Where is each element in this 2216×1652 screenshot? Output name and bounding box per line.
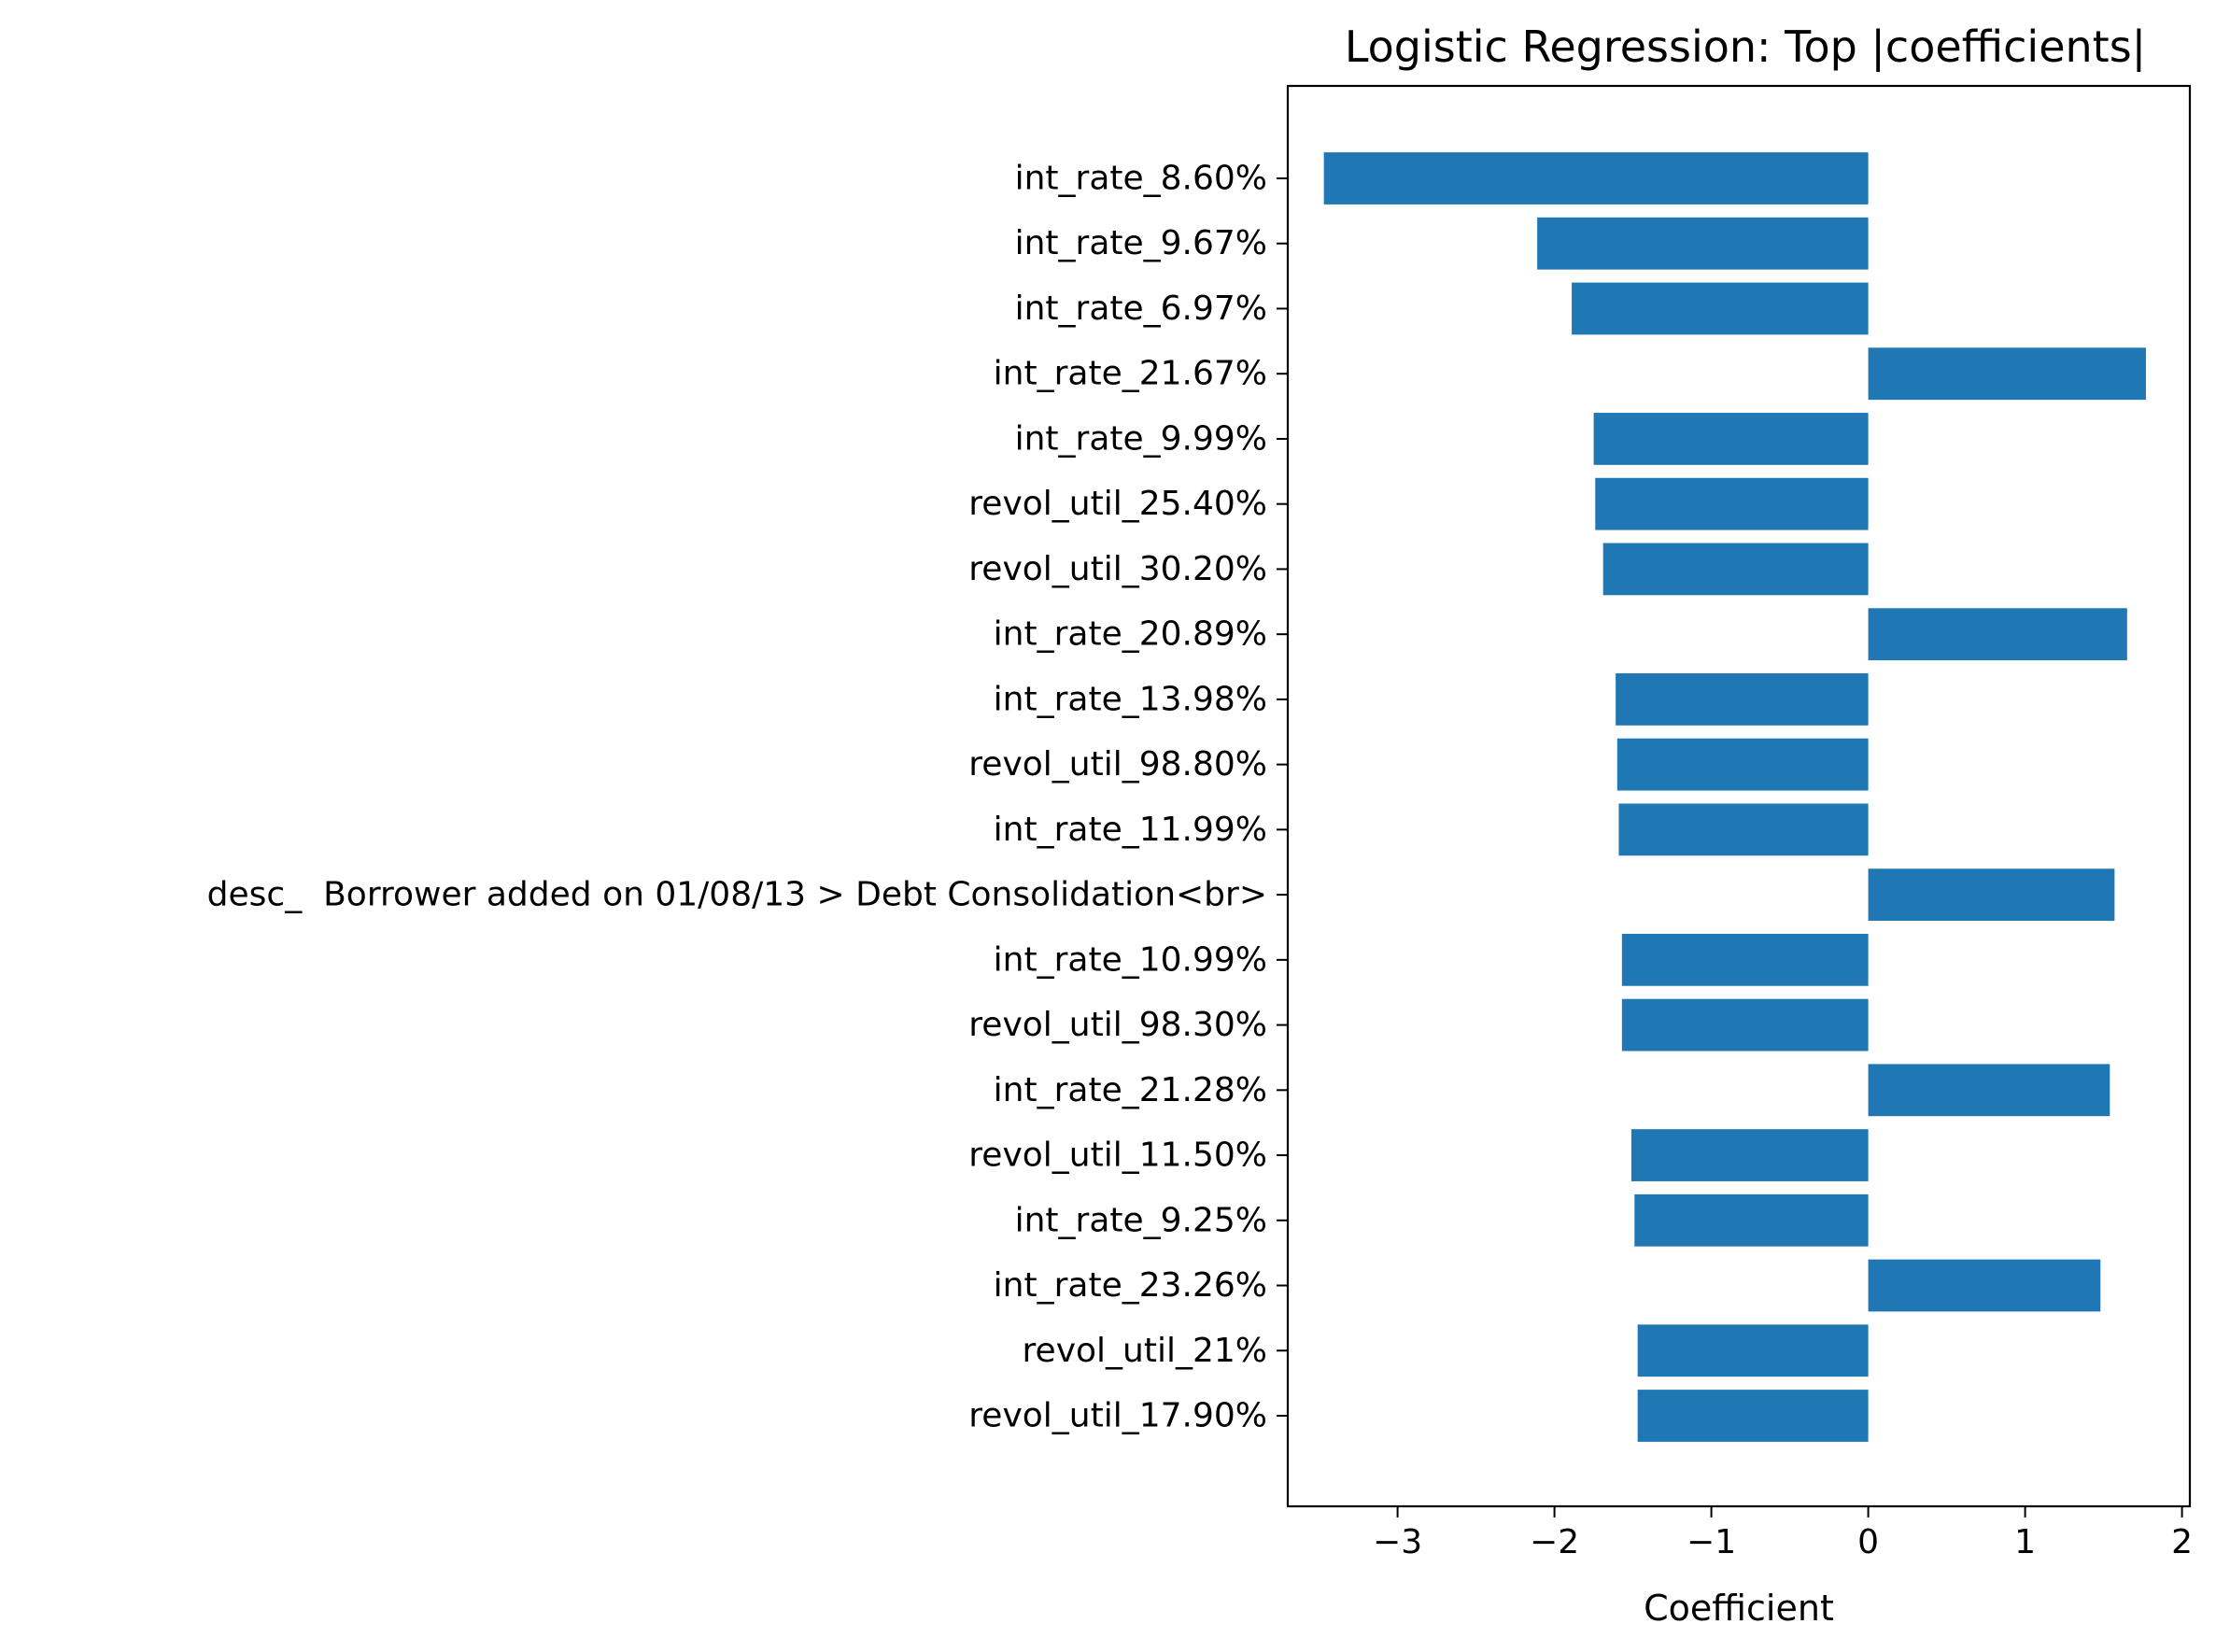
bar	[1868, 347, 2146, 401]
bar	[1616, 738, 1869, 791]
y-tick-label: int_rate_11.99%	[994, 811, 1267, 849]
bar	[1868, 608, 2127, 661]
x-axis: −3 −2 −1 0 1 2	[1373, 1506, 2193, 1561]
bar	[1618, 803, 1869, 856]
y-tick-label: int_rate_8.60%	[1015, 160, 1267, 198]
y-tick-label: int_rate_23.26%	[994, 1266, 1267, 1305]
bar	[1621, 998, 1869, 1052]
bar	[1537, 217, 1869, 270]
y-tick-label: int_rate_13.98%	[994, 680, 1267, 718]
y-axis: int_rate_8.60% int_rate_9.67% int_rate_6.9…	[207, 160, 1288, 1435]
plot-frame	[1286, 84, 2192, 1508]
y-tick-label: int_rate_21.67%	[994, 355, 1267, 393]
bar	[1616, 673, 1869, 726]
bar	[1602, 543, 1869, 596]
chart-title: Logistic Regression: Top |coefficients|	[1345, 21, 2146, 73]
bar	[1634, 1193, 1869, 1247]
y-tick-label: revol_util_25.40%	[968, 485, 1267, 523]
bar	[1630, 1129, 1869, 1181]
y-tick-label: int_rate_9.67%	[1015, 224, 1267, 262]
y-tick-label: revol_util_98.30%	[968, 1006, 1267, 1044]
bar	[1868, 1064, 2110, 1117]
bar	[1637, 1390, 1869, 1442]
y-tick-label: int_rate_20.89%	[994, 615, 1267, 654]
y-tick-label: revol_util_98.80%	[968, 745, 1267, 784]
x-tick-label: −1	[1687, 1523, 1736, 1561]
y-tick-label: desc_ Borrower added on 01/08/13 > Debt …	[207, 876, 1267, 914]
y-tick-label: revol_util_17.90%	[968, 1397, 1267, 1435]
y-tick-label: int_rate_9.99%	[1015, 419, 1267, 458]
y-tick-label: revol_util_21%	[1023, 1332, 1267, 1370]
bar	[1621, 933, 1869, 986]
x-axis-label: Coefficient	[1644, 1588, 1834, 1629]
bar	[1323, 152, 1869, 205]
x-tick-label: 1	[2014, 1523, 2036, 1561]
x-tick-label: −2	[1530, 1523, 1579, 1561]
y-tick-label: int_rate_10.99%	[994, 940, 1267, 979]
bar	[1572, 282, 1869, 335]
bars-group	[1323, 152, 2146, 1442]
y-tick-label: revol_util_30.20%	[968, 550, 1267, 588]
bar	[1593, 413, 1869, 465]
x-tick-label: −3	[1373, 1523, 1422, 1561]
bar	[1637, 1324, 1869, 1377]
y-tick-label: int_rate_6.97%	[1015, 289, 1267, 328]
y-tick-label: revol_util_11.50%	[968, 1137, 1267, 1175]
x-tick-label: 2	[2171, 1523, 2193, 1561]
y-tick-label: int_rate_21.28%	[994, 1071, 1267, 1109]
y-tick-label: int_rate_9.25%	[1015, 1201, 1267, 1239]
bar	[1595, 477, 1869, 530]
x-tick-label: 0	[1857, 1523, 1879, 1561]
bar	[1868, 1259, 2101, 1312]
bar	[1868, 868, 2115, 921]
